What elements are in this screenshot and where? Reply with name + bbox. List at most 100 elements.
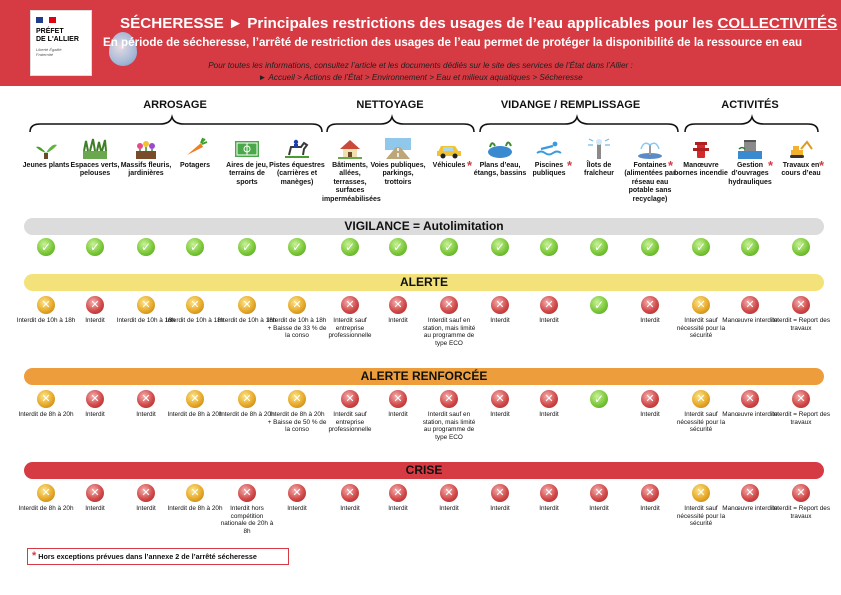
forbidden-cross-icon bbox=[792, 484, 810, 502]
category-nettoyage: NETTOYAGE bbox=[356, 99, 424, 111]
restriction-text: Interdit = Report des travaux bbox=[771, 505, 831, 520]
category-arrosage: ARROSAGE bbox=[143, 99, 207, 111]
partial-restriction-icon bbox=[137, 296, 155, 314]
exception-star: * bbox=[668, 158, 674, 173]
restriction-text: Interdit bbox=[388, 411, 408, 418]
restriction-text: Interdit hors compétition nationale de 2… bbox=[220, 505, 274, 535]
forbidden-cross-icon bbox=[440, 484, 458, 502]
restriction-text: Interdit de 8h à 20h bbox=[219, 411, 275, 418]
usage-label: Fontaines (alimentées par réseau eau pot… bbox=[624, 162, 676, 203]
category-braces bbox=[29, 114, 819, 133]
water-drop-icon bbox=[109, 32, 137, 66]
usage-label: Véhicules bbox=[432, 162, 466, 169]
brace-vidange bbox=[479, 114, 679, 133]
allowed-check-icon bbox=[641, 238, 659, 256]
partial-restriction-icon bbox=[238, 390, 256, 408]
restriction-text: Interdit de 10h à 18h + Baisse de 33 % d… bbox=[267, 317, 327, 340]
exception-star: * bbox=[819, 158, 825, 173]
restriction-text: Interdit de 10h à 18h bbox=[165, 317, 225, 324]
restriction-text: Interdit sauf nécessité pour la sécurité bbox=[676, 411, 726, 434]
partial-restriction-icon bbox=[692, 296, 710, 314]
page-subtitle: En période de sécheresse, l’arrêté de re… bbox=[103, 36, 803, 49]
car-icon bbox=[435, 137, 463, 159]
restriction-text: Interdit bbox=[539, 317, 559, 324]
restriction-text: Interdit bbox=[640, 411, 660, 418]
forbidden-cross-icon bbox=[137, 484, 155, 502]
allowed-check-icon bbox=[741, 238, 759, 256]
restriction-text: Manœuvre interdite bbox=[722, 317, 778, 324]
usage-label: Massifs fleuris, jardinières bbox=[120, 162, 172, 178]
logo-line1: PRÉFET bbox=[36, 28, 64, 35]
pond-icon bbox=[486, 137, 514, 159]
restriction-text: Interdit bbox=[136, 505, 156, 512]
partial-restriction-icon bbox=[37, 484, 55, 502]
allowed-check-icon bbox=[590, 296, 608, 314]
restriction-text: Interdit bbox=[136, 411, 156, 418]
allowed-check-icon bbox=[37, 238, 55, 256]
allowed-check-icon bbox=[540, 238, 558, 256]
restriction-text: Interdit sauf en station, mais limité au… bbox=[422, 317, 476, 347]
usage-label: Plans d’eau, étangs, bassins bbox=[473, 162, 527, 178]
forbidden-cross-icon bbox=[641, 484, 659, 502]
restriction-text: Interdit bbox=[539, 411, 559, 418]
restriction-text: Interdit de 8h à 20h bbox=[167, 505, 223, 512]
restriction-text: Interdit sauf en station, mais limité au… bbox=[422, 411, 476, 441]
restriction-text: Manœuvre interdite bbox=[722, 505, 778, 512]
level-band-vigilance: VIGILANCE = Autolimitation bbox=[24, 218, 824, 235]
misting-icon bbox=[585, 137, 613, 159]
seedling-icon bbox=[32, 137, 60, 159]
restriction-text: Interdit bbox=[490, 317, 510, 324]
footnote-text: Hors exceptions prévues dans l’annexe 2 … bbox=[38, 552, 257, 561]
forbidden-cross-icon bbox=[137, 390, 155, 408]
footnote-star: * bbox=[32, 550, 37, 562]
road-icon bbox=[384, 137, 412, 159]
usage-label: Jeunes plants bbox=[22, 162, 70, 169]
restriction-text: Interdit bbox=[85, 411, 105, 418]
sports-field-icon bbox=[233, 137, 261, 159]
forbidden-cross-icon bbox=[238, 484, 256, 502]
forbidden-cross-icon bbox=[641, 296, 659, 314]
info-breadcrumb[interactable]: ► Accueil > Actions de l’État > Environn… bbox=[258, 73, 583, 82]
fountain-icon bbox=[636, 137, 664, 159]
forbidden-cross-icon bbox=[741, 484, 759, 502]
partial-restriction-icon bbox=[288, 296, 306, 314]
forbidden-cross-icon bbox=[540, 390, 558, 408]
restriction-text: Interdit bbox=[388, 317, 408, 324]
allowed-check-icon bbox=[590, 390, 608, 408]
category-vidange: VIDANGE / REMPLISSAGE bbox=[500, 99, 641, 111]
allowed-check-icon bbox=[86, 238, 104, 256]
title-emphasis: COLLECTIVITÉS bbox=[717, 15, 838, 32]
partial-restriction-icon bbox=[186, 484, 204, 502]
forbidden-cross-icon bbox=[341, 484, 359, 502]
forbidden-cross-icon bbox=[590, 484, 608, 502]
restriction-text: Interdit bbox=[388, 505, 408, 512]
allowed-check-icon bbox=[137, 238, 155, 256]
restriction-text: Interdit bbox=[640, 505, 660, 512]
forbidden-cross-icon bbox=[341, 296, 359, 314]
restriction-text: Interdit bbox=[490, 505, 510, 512]
restriction-text: Manœuvre interdite bbox=[722, 411, 778, 418]
forbidden-cross-icon bbox=[389, 484, 407, 502]
grass-icon bbox=[81, 137, 109, 159]
forbidden-cross-icon bbox=[540, 296, 558, 314]
info-line: Pour toutes les informations, consultez … bbox=[208, 61, 633, 70]
restriction-text: Interdit bbox=[539, 505, 559, 512]
restriction-text: Interdit de 10h à 18h bbox=[116, 317, 176, 324]
forbidden-cross-icon bbox=[440, 390, 458, 408]
usage-label: Voies publiques, parkings, trottoirs bbox=[370, 162, 426, 186]
forbidden-cross-icon bbox=[86, 390, 104, 408]
footnote: * Hors exceptions prévues dans l’annexe … bbox=[27, 548, 289, 565]
forbidden-cross-icon bbox=[389, 296, 407, 314]
forbidden-cross-icon bbox=[491, 296, 509, 314]
swimmer-icon bbox=[535, 137, 563, 159]
restriction-text: Interdit sauf entreprise professionnelle bbox=[328, 411, 372, 434]
prefecture-logo: PRÉFET DE L'ALLIER Liberté Égalité Frate… bbox=[30, 10, 92, 76]
forbidden-cross-icon bbox=[792, 390, 810, 408]
usage-label: Aires de jeu, terrains de sports bbox=[226, 162, 268, 186]
excavator-icon bbox=[787, 137, 815, 159]
partial-restriction-icon bbox=[692, 484, 710, 502]
allowed-check-icon bbox=[440, 238, 458, 256]
allowed-check-icon bbox=[792, 238, 810, 256]
forbidden-cross-icon bbox=[741, 390, 759, 408]
forbidden-cross-icon bbox=[86, 484, 104, 502]
